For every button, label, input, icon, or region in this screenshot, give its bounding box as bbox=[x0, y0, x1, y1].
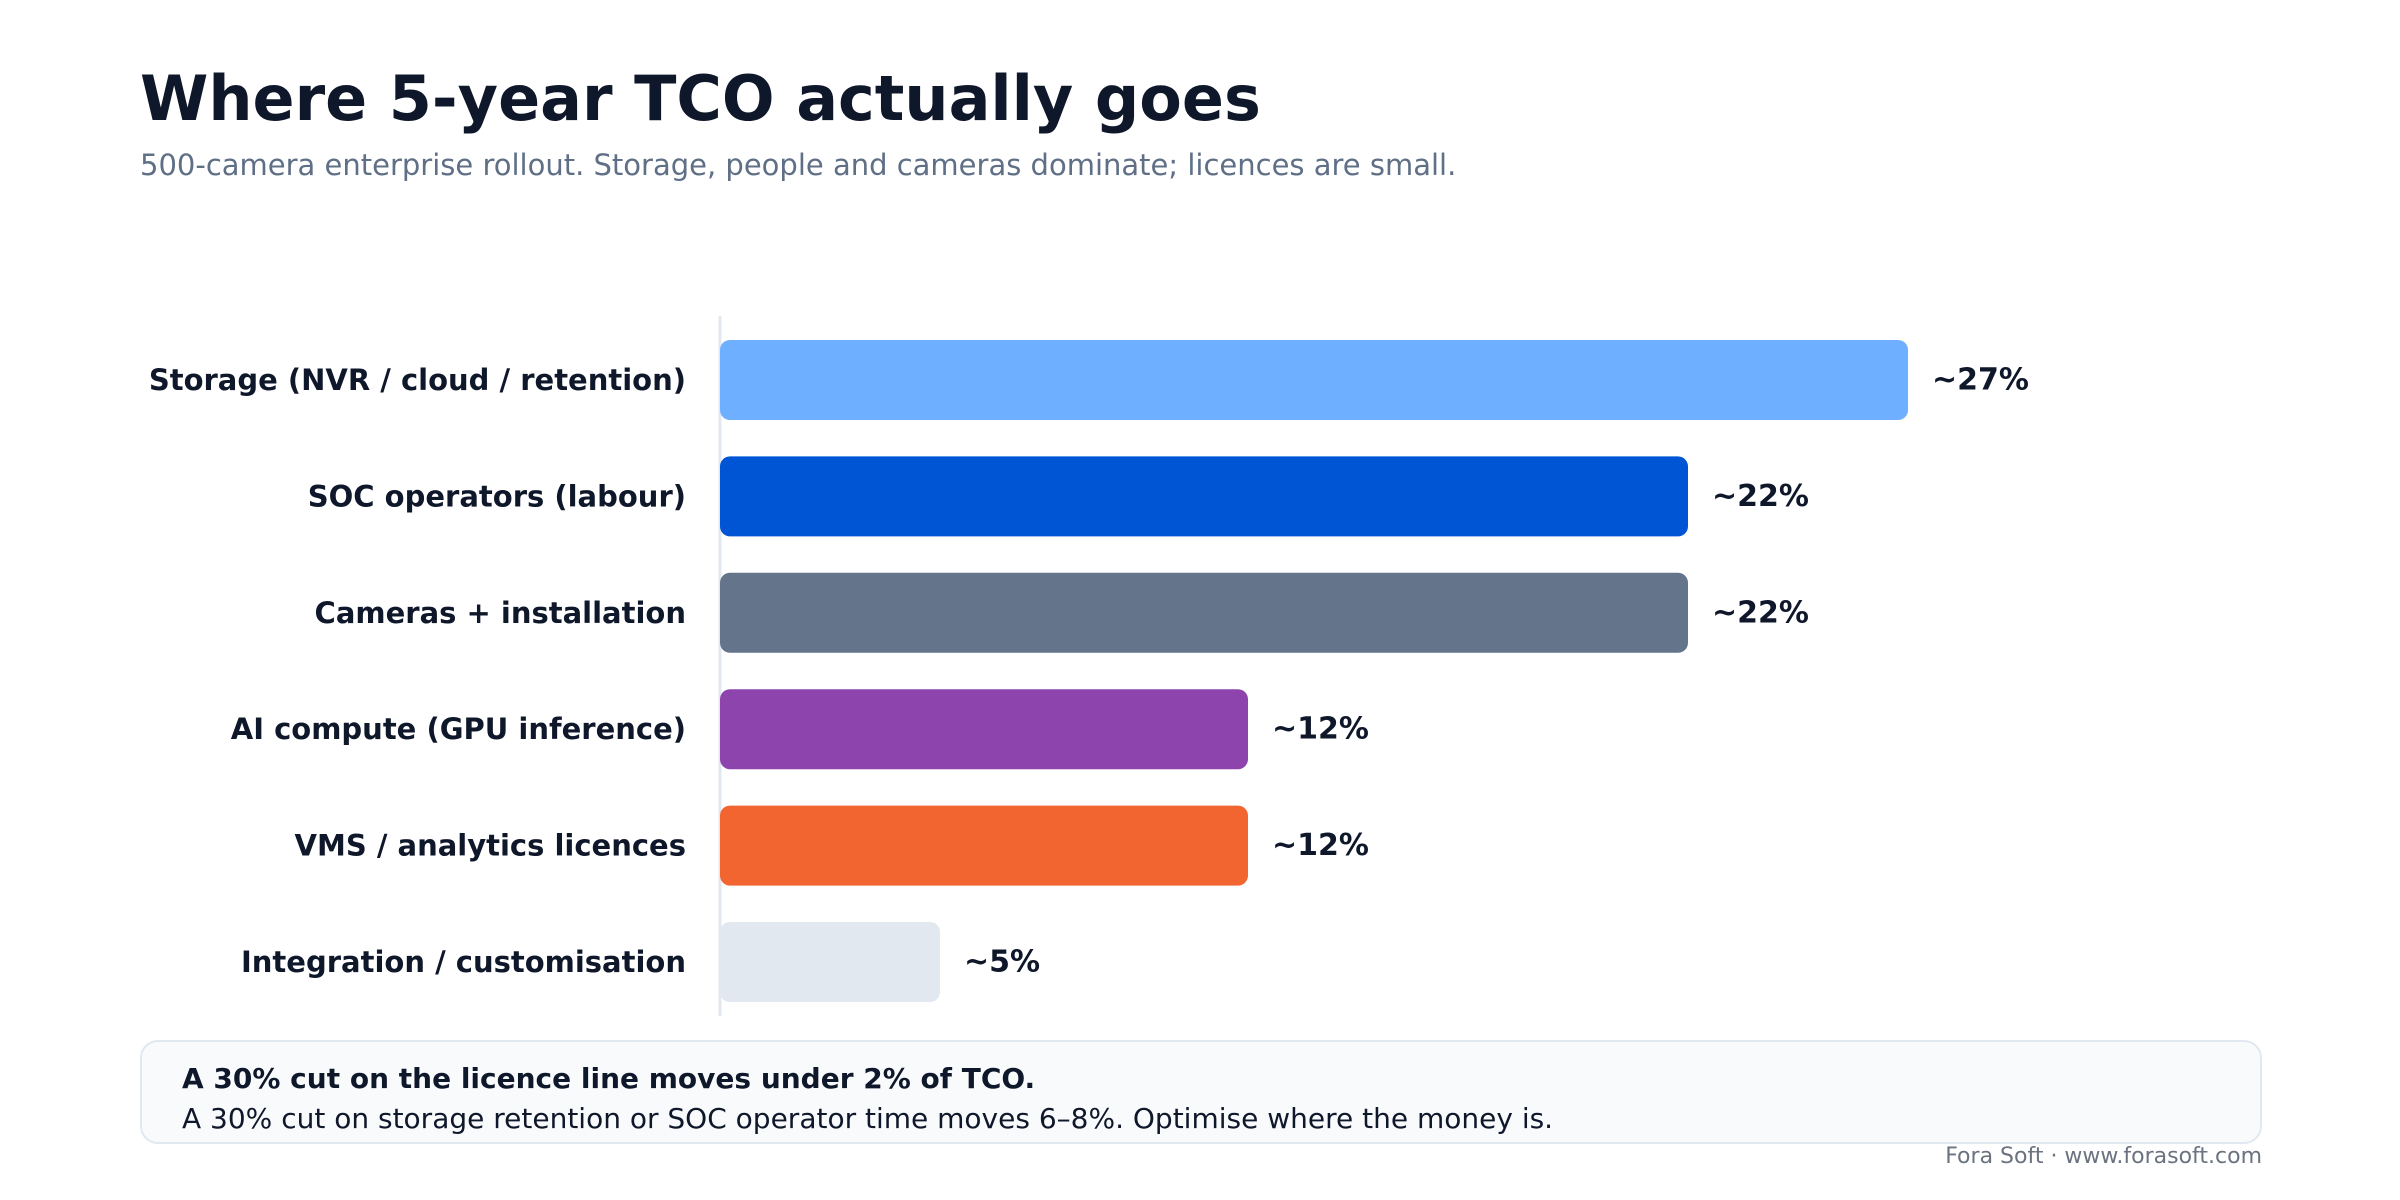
bar bbox=[720, 922, 940, 1002]
footer-credit: Fora Soft · www.forasoft.com bbox=[1945, 1144, 2262, 1169]
category-label: Storage (NVR / cloud / retention) bbox=[149, 363, 686, 397]
value-label: ~5% bbox=[964, 945, 1040, 980]
bar bbox=[720, 572, 1688, 653]
bar bbox=[720, 689, 1248, 770]
callout-box: A 30% cut on the licence line moves unde… bbox=[140, 1040, 2262, 1144]
bar-chart: Storage (NVR / cloud / retention) ~27% SOC… bbox=[149, 316, 2029, 1016]
category-label: VMS / analytics licences bbox=[295, 829, 686, 863]
category-label: SOC operators (labour) bbox=[308, 479, 686, 513]
category-label: Cameras + installation bbox=[315, 596, 686, 630]
value-label: ~12% bbox=[1272, 828, 1369, 863]
bar bbox=[720, 340, 1908, 420]
bar bbox=[720, 456, 1688, 537]
chart-subtitle: 500-camera enterprise rollout. Storage, … bbox=[140, 148, 1457, 182]
value-label: ~22% bbox=[1712, 595, 1809, 630]
bar bbox=[720, 805, 1248, 886]
category-label: Integration / customisation bbox=[241, 945, 686, 979]
value-label: ~27% bbox=[1932, 363, 2029, 398]
callout-body: A 30% cut on storage retention or SOC op… bbox=[182, 1102, 1554, 1135]
value-label: ~12% bbox=[1272, 712, 1369, 747]
category-label: AI compute (GPU inference) bbox=[231, 712, 686, 746]
value-label: ~22% bbox=[1712, 479, 1809, 514]
chart-title: Where 5-year TCO actually goes bbox=[140, 62, 1261, 135]
callout-headline: A 30% cut on the licence line moves unde… bbox=[182, 1062, 1036, 1095]
